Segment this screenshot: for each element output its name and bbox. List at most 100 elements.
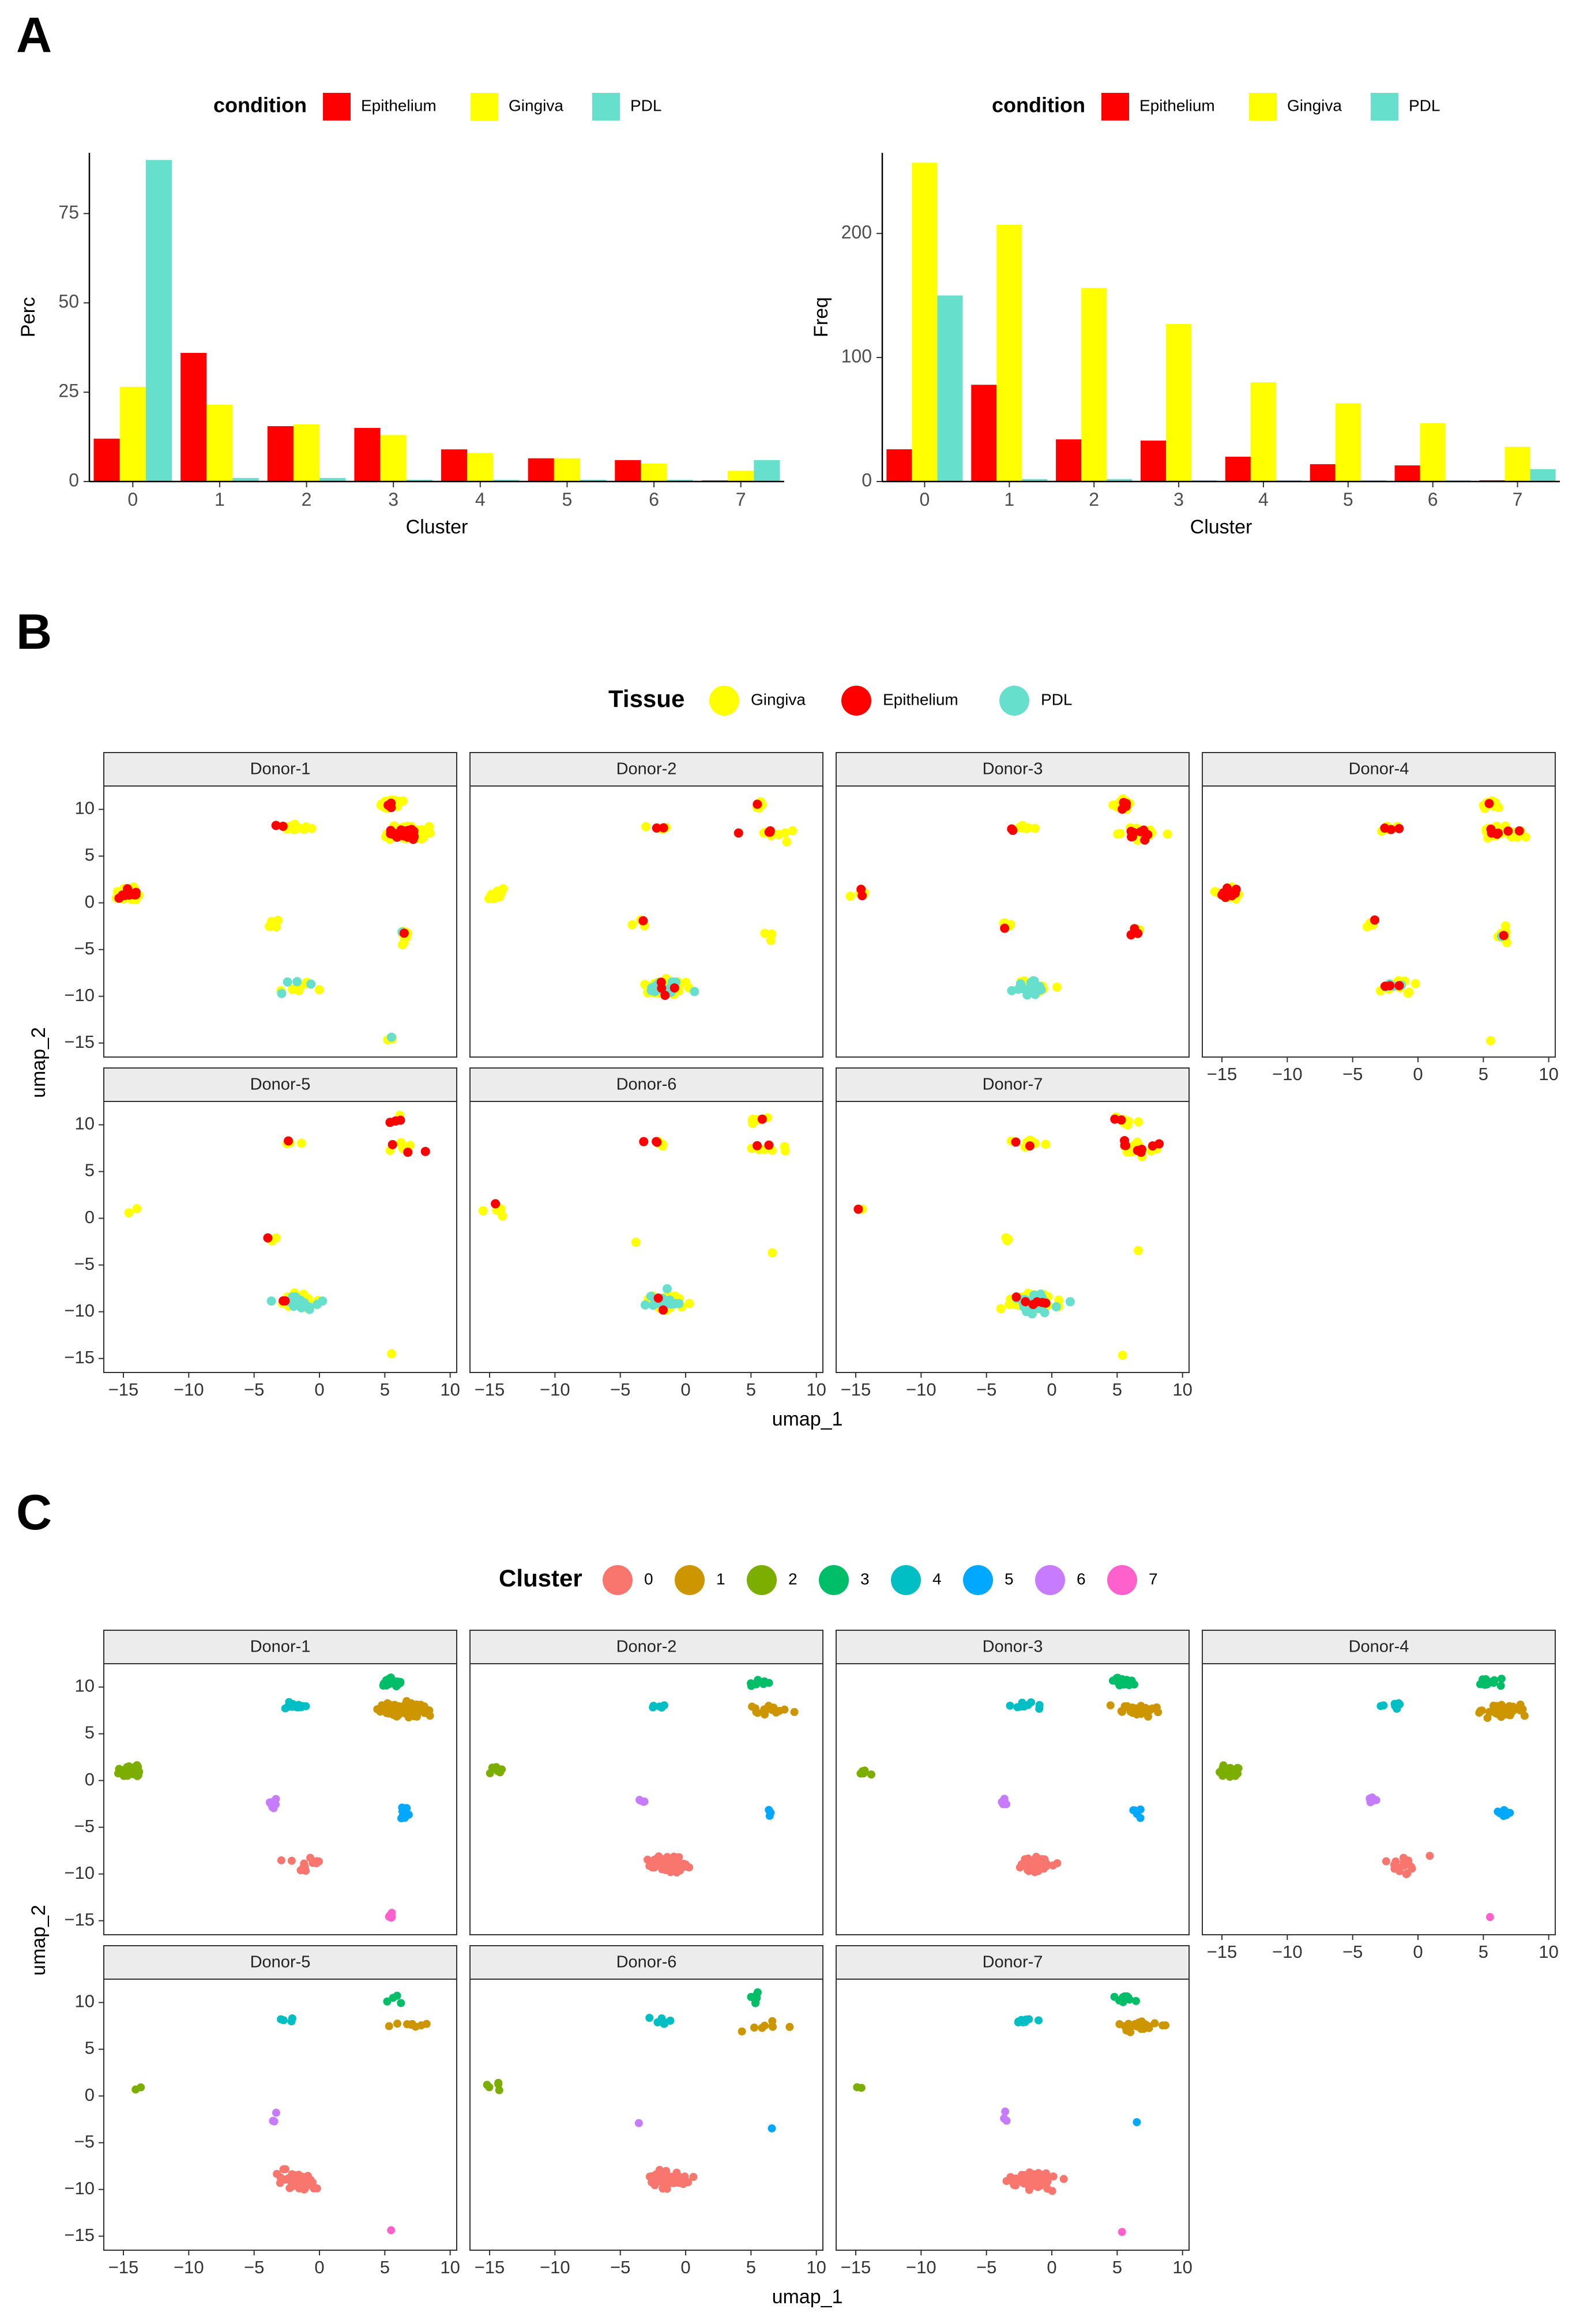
cell-point — [1494, 828, 1503, 838]
cell-point — [1048, 2187, 1056, 2195]
cell-point — [306, 979, 316, 989]
cell-point — [385, 1118, 395, 1127]
cell-point — [853, 2083, 862, 2092]
cell-point — [635, 1796, 644, 1804]
x-tick-label: 7 — [736, 489, 746, 510]
cell-point — [1501, 921, 1511, 931]
legend-key-pdl — [999, 686, 1029, 716]
cell-point — [1035, 982, 1045, 991]
cell-point — [652, 2170, 660, 2179]
x-tick-label: 4 — [1258, 489, 1269, 510]
cell-point — [1407, 1863, 1416, 1871]
cell-point — [295, 2184, 304, 2193]
x-tick-label: −5 — [1342, 1942, 1363, 1962]
cell-point — [298, 1702, 307, 1710]
x-tick-label: −15 — [841, 2257, 871, 2277]
cell-point — [1143, 830, 1153, 840]
x-tick-label: −15 — [1207, 1942, 1238, 1962]
cell-point — [315, 1857, 324, 1866]
facet-donor-2: Donor-2 — [469, 1630, 823, 1935]
x-tick-label: −15 — [475, 1379, 505, 1400]
x-tick-label: 10 — [1172, 2257, 1192, 2277]
x-tick-label: 5 — [1112, 2257, 1122, 2277]
y-axis-label: umap_2 — [28, 1027, 50, 1098]
y-tick-label: −15 — [64, 1347, 95, 1367]
x-tick-label: 5 — [1112, 1379, 1122, 1400]
cell-point — [1030, 823, 1040, 833]
x-tick-label: 6 — [1428, 489, 1438, 510]
cell-point — [386, 1701, 394, 1709]
legend-key-4 — [891, 1565, 921, 1595]
legend-label-4: 4 — [932, 1570, 942, 1588]
facet-strip-label: Donor-2 — [616, 1638, 677, 1656]
cell-point — [1486, 824, 1496, 834]
cell-point — [287, 1856, 296, 1865]
facet-strip — [103, 752, 457, 787]
y-tick-label: −5 — [74, 1254, 95, 1274]
cell-point — [393, 2020, 402, 2028]
x-tick-label: −10 — [1272, 1942, 1303, 1962]
bar-pdl-cluster-1 — [1022, 479, 1048, 482]
cell-point — [283, 977, 292, 987]
bar-gingiva-cluster-4 — [467, 453, 494, 482]
x-tick-label: −10 — [1272, 1064, 1303, 1084]
cell-point — [1024, 1854, 1032, 1863]
bar-pdl-cluster-3 — [406, 479, 432, 482]
cell-point — [1394, 823, 1404, 833]
bar-pdl-cluster-5 — [580, 479, 607, 482]
cell-point — [409, 1706, 418, 1714]
cell-point — [1135, 2018, 1144, 2027]
cell-point — [1025, 1141, 1035, 1151]
y-tick-label: 75 — [58, 202, 79, 223]
facet-donor-7: Donor-7 −15 −10 −5 0 5 10 — [836, 1945, 1193, 2277]
x-tick-label: 5 — [562, 489, 573, 510]
y-tick-label: −10 — [64, 1863, 95, 1883]
cell-point — [314, 985, 324, 995]
legend-label-epithelium: Epithelium — [883, 690, 958, 708]
cell-point — [388, 1140, 397, 1149]
facet-strip — [103, 1630, 457, 1664]
cell-point — [1025, 2186, 1033, 2194]
cell-point — [1127, 1676, 1136, 1685]
cell-point — [760, 1677, 769, 1686]
facet-strip-label: Donor-4 — [1349, 1638, 1409, 1656]
cell-point — [1115, 829, 1125, 838]
cell-point — [273, 916, 283, 926]
cell-point — [1501, 1704, 1510, 1713]
cell-point — [1015, 823, 1025, 833]
bar-pdl-cluster-7 — [754, 460, 780, 482]
cell-point — [1001, 2107, 1010, 2116]
cell-point — [1134, 1246, 1144, 1255]
bar-epithelium-cluster-2 — [267, 426, 294, 482]
cell-point — [396, 1115, 405, 1125]
x-tick-label: 0 — [127, 489, 138, 510]
cell-point — [1121, 1141, 1131, 1150]
cell-point — [734, 828, 743, 838]
cell-point — [296, 1303, 306, 1313]
x-tick-label: −10 — [174, 1379, 204, 1400]
cell-point — [679, 1859, 688, 1868]
bar-epithelium-cluster-1 — [971, 385, 997, 482]
x-tick-label: 5 — [1479, 1064, 1488, 1084]
cell-point — [782, 837, 792, 847]
cell-point — [660, 991, 670, 1001]
cell-point — [751, 1998, 760, 2006]
cell-point — [485, 2083, 494, 2092]
x-tick-label: −10 — [540, 1379, 570, 1400]
legend-label-6: 6 — [1077, 1570, 1086, 1588]
y-axis-label: Freq — [810, 297, 832, 337]
cell-point — [396, 1703, 404, 1712]
bar-gingiva-cluster-1 — [996, 224, 1022, 482]
y-tick-label: −10 — [64, 985, 95, 1005]
bar-gingiva-cluster-6 — [641, 464, 667, 482]
cell-point — [271, 821, 281, 830]
facet-donor-4: Donor-4 −15 −10 −5 0 5 10 — [1202, 752, 1559, 1084]
facet-donor-3: Donor-3 — [836, 1630, 1190, 1935]
cell-point — [665, 1295, 675, 1305]
y-axis-label: Perc — [17, 297, 39, 337]
cell-point — [385, 2022, 393, 2030]
cell-point — [1154, 1708, 1163, 1717]
x-tick-label: 1 — [215, 489, 225, 510]
y-tick-label: 0 — [85, 1769, 95, 1789]
cell-point — [1231, 1772, 1240, 1780]
